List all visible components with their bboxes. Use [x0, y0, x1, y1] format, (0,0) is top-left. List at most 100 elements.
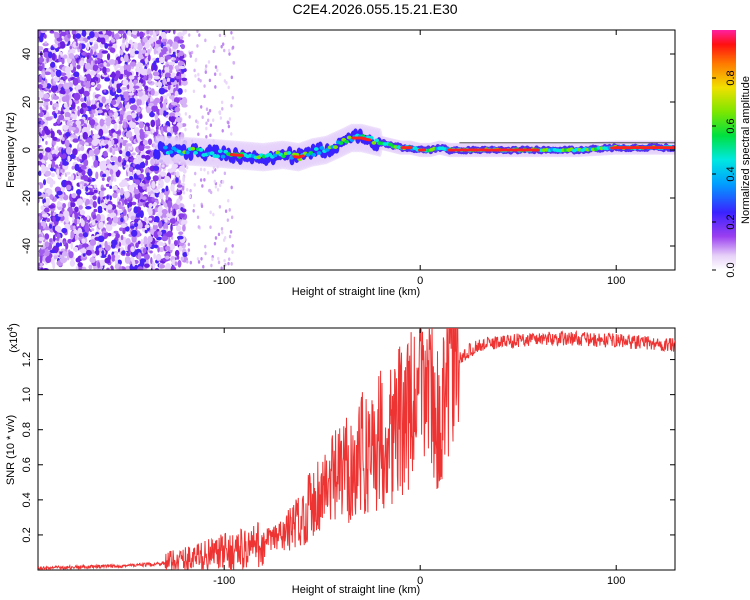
heatmap-cell: [38, 160, 43, 166]
heatmap-cell: [408, 146, 413, 150]
spectrogram-y-tick-label: -40: [21, 238, 33, 254]
heatmap-cell: [120, 56, 124, 62]
heatmap-cell: [151, 129, 155, 134]
heatmap-cell: [62, 194, 69, 201]
heatmap-cell: [130, 256, 135, 262]
heatmap-cell: [80, 48, 83, 54]
heatmap-cell: [75, 120, 82, 126]
heatmap-cell: [175, 83, 179, 91]
heatmap-cell: [46, 55, 50, 64]
heatmap-cell: [142, 37, 148, 43]
heatmap-cell: [187, 248, 191, 252]
heatmap-cell: [128, 75, 135, 80]
heatmap-cell: [129, 61, 137, 67]
heatmap-cell: [144, 145, 151, 149]
heatmap-cell: [97, 196, 101, 205]
heatmap-cell: [67, 33, 71, 39]
heatmap-cell: [126, 64, 132, 72]
heatmap-cell: [65, 184, 72, 191]
heatmap-cell: [90, 70, 97, 76]
heatmap-cell: [80, 219, 85, 227]
heatmap-cell: [208, 78, 212, 83]
heatmap-cell: [44, 128, 51, 136]
heatmap-cell: [115, 64, 121, 69]
heatmap-cell: [85, 185, 89, 192]
heatmap-cell: [41, 79, 44, 85]
heatmap-cell: [38, 127, 41, 133]
spectrogram-x-label: Height of straight line (km): [292, 286, 420, 298]
heatmap-cell: [152, 263, 156, 270]
heatmap-cell: [90, 82, 95, 86]
snr-frame: [37, 327, 676, 571]
heatmap-cell: [120, 223, 127, 228]
heatmap-cell: [72, 33, 76, 40]
heatmap-cell: [162, 77, 167, 86]
heatmap-cell: [169, 112, 176, 117]
heatmap-cell: [44, 241, 50, 248]
heatmap-cell: [176, 255, 180, 260]
heatmap-cell: [98, 145, 101, 150]
heatmap-cell: [61, 137, 65, 142]
heatmap-cell: [56, 190, 63, 196]
heatmap-cell: [367, 138, 372, 142]
heatmap-cell: [138, 121, 145, 129]
heatmap-cell: [158, 87, 166, 95]
heatmap-cell: [111, 139, 115, 145]
heatmap-cell: [53, 255, 58, 260]
heatmap-cell: [113, 164, 119, 172]
heatmap-cell: [178, 231, 184, 235]
heatmap-cell: [106, 159, 111, 165]
heatmap-cell: [79, 183, 83, 190]
heatmap-cell: [166, 230, 173, 238]
heatmap-cell: [79, 209, 86, 216]
heatmap-cell: [144, 229, 148, 234]
spectrogram-y-tick-label: 0: [21, 147, 33, 153]
heatmap-cell: [157, 246, 160, 253]
heatmap-cell: [159, 102, 163, 109]
heatmap-cell: [79, 140, 85, 145]
heatmap-cell: [158, 247, 165, 253]
spectrogram-panel: -100 0 100 -40 -20 0 20 40 Height of straight …: [5, 29, 676, 298]
heatmap-cell: [116, 83, 121, 90]
heatmap-cell: [130, 48, 137, 57]
heatmap-cell: [135, 242, 139, 249]
heatmap-cell: [119, 227, 124, 232]
heatmap-cell: [223, 171, 227, 176]
heatmap-cell: [63, 76, 68, 80]
heatmap-cell: [136, 42, 143, 51]
heatmap-cell: [190, 146, 196, 151]
heatmap-cell: [63, 210, 70, 218]
heatmap-cell: [128, 166, 134, 173]
heatmap-cell: [58, 58, 64, 62]
heatmap-cell: [139, 132, 145, 140]
heatmap-cell: [127, 30, 132, 36]
heatmap-cell: [319, 146, 325, 150]
heatmap-cell: [218, 110, 222, 115]
heatmap-cell: [171, 41, 179, 50]
heatmap-cell: [136, 132, 141, 141]
heatmap-cell: [79, 107, 84, 115]
heatmap-cell: [60, 31, 67, 37]
heatmap-cell: [45, 116, 53, 121]
spectrogram-x-tick-label: -100: [213, 275, 235, 287]
heatmap-cell: [75, 188, 82, 195]
heatmap-cell: [104, 77, 111, 82]
heatmap-cell: [39, 255, 43, 264]
heatmap-cell: [203, 167, 206, 172]
heatmap-cell: [160, 126, 164, 135]
heatmap-cell: [82, 131, 88, 140]
heatmap-cell: [170, 266, 177, 270]
heatmap-cell: [181, 103, 188, 108]
heatmap-cell: [144, 155, 151, 160]
heatmap-cell: [154, 189, 160, 194]
heatmap-cell: [146, 107, 152, 114]
heatmap-cell: [227, 198, 230, 203]
heatmap-cell: [61, 90, 66, 95]
heatmap-cell: [86, 98, 91, 107]
heatmap-cell: [101, 160, 108, 165]
heatmap-cell: [217, 256, 220, 261]
heatmap-cell: [172, 203, 179, 211]
heatmap-cell: [221, 42, 225, 46]
heatmap-cell: [124, 100, 128, 106]
heatmap-cell: [162, 41, 167, 46]
